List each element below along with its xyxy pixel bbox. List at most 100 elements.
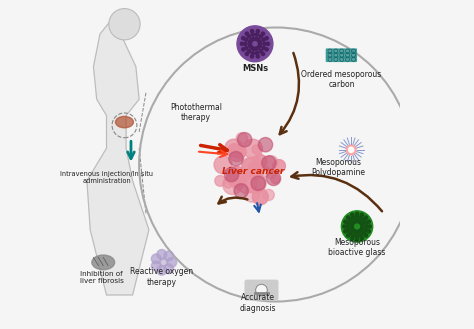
Circle shape: [164, 264, 173, 274]
Circle shape: [341, 211, 373, 242]
Circle shape: [343, 225, 346, 228]
Text: MSNs: MSNs: [242, 64, 268, 73]
Circle shape: [159, 258, 168, 266]
Circle shape: [229, 146, 245, 162]
Circle shape: [348, 147, 354, 152]
Circle shape: [352, 221, 355, 224]
Circle shape: [215, 175, 226, 186]
Text: Reactive oxygen
therapy: Reactive oxygen therapy: [130, 267, 193, 287]
Circle shape: [352, 216, 355, 219]
Circle shape: [236, 133, 247, 144]
Circle shape: [245, 32, 248, 35]
Circle shape: [367, 220, 370, 223]
Circle shape: [251, 51, 255, 55]
Circle shape: [157, 249, 167, 259]
Circle shape: [265, 37, 268, 40]
Circle shape: [157, 266, 167, 275]
Circle shape: [350, 225, 353, 228]
Circle shape: [351, 237, 354, 240]
Text: Ordered mesoporous
carbon: Ordered mesoporous carbon: [301, 70, 382, 89]
Circle shape: [240, 42, 244, 45]
Circle shape: [230, 174, 246, 189]
Circle shape: [266, 42, 270, 45]
Circle shape: [247, 50, 251, 53]
Circle shape: [237, 26, 273, 62]
Circle shape: [344, 220, 347, 223]
Ellipse shape: [92, 255, 115, 270]
Circle shape: [255, 284, 267, 296]
Circle shape: [365, 225, 368, 228]
Circle shape: [214, 156, 232, 174]
Circle shape: [359, 221, 363, 224]
Text: Inhibition of
liver fibrosis: Inhibition of liver fibrosis: [80, 270, 124, 284]
Circle shape: [225, 139, 243, 157]
Circle shape: [350, 223, 354, 226]
Circle shape: [359, 216, 362, 219]
Circle shape: [245, 46, 248, 50]
Circle shape: [361, 227, 364, 230]
Circle shape: [242, 157, 264, 180]
Circle shape: [346, 145, 356, 155]
Circle shape: [167, 258, 177, 267]
Circle shape: [223, 175, 242, 194]
Circle shape: [255, 33, 259, 36]
Circle shape: [349, 218, 352, 221]
Text: Photothermal
therapy: Photothermal therapy: [170, 103, 222, 122]
Circle shape: [248, 42, 251, 45]
Circle shape: [359, 229, 363, 232]
Circle shape: [261, 52, 264, 56]
Circle shape: [264, 156, 278, 169]
FancyBboxPatch shape: [245, 280, 278, 300]
Circle shape: [362, 232, 365, 235]
Circle shape: [259, 35, 263, 38]
Circle shape: [255, 37, 258, 40]
Circle shape: [228, 144, 241, 156]
Circle shape: [356, 219, 359, 223]
Text: Intravenous injection/In situ
administration: Intravenous injection/In situ administra…: [60, 171, 153, 184]
Circle shape: [356, 238, 359, 241]
Circle shape: [164, 251, 173, 261]
Circle shape: [256, 38, 260, 41]
Circle shape: [357, 230, 361, 233]
Circle shape: [248, 165, 256, 173]
Circle shape: [346, 229, 350, 232]
Circle shape: [259, 50, 263, 53]
Circle shape: [361, 225, 364, 228]
Circle shape: [253, 154, 267, 168]
Polygon shape: [87, 18, 149, 295]
Circle shape: [349, 232, 352, 235]
Circle shape: [353, 220, 356, 223]
Circle shape: [244, 42, 247, 45]
Circle shape: [346, 221, 350, 224]
Circle shape: [229, 151, 243, 166]
Circle shape: [242, 48, 245, 51]
Circle shape: [265, 48, 268, 51]
Circle shape: [252, 189, 268, 205]
Circle shape: [352, 234, 355, 237]
Circle shape: [252, 145, 261, 154]
Circle shape: [346, 225, 349, 228]
Circle shape: [258, 166, 269, 177]
Circle shape: [250, 46, 254, 49]
Circle shape: [224, 167, 239, 182]
Circle shape: [258, 42, 262, 45]
Circle shape: [252, 47, 255, 50]
Circle shape: [266, 171, 281, 186]
Circle shape: [353, 230, 356, 233]
Circle shape: [365, 229, 367, 232]
Circle shape: [151, 261, 161, 271]
Circle shape: [271, 175, 280, 184]
FancyBboxPatch shape: [327, 49, 356, 53]
Circle shape: [262, 156, 276, 170]
Circle shape: [356, 230, 359, 234]
Circle shape: [251, 176, 265, 190]
Circle shape: [223, 179, 233, 188]
Text: Liver cancer: Liver cancer: [222, 166, 284, 176]
Circle shape: [247, 35, 251, 38]
Circle shape: [245, 52, 248, 56]
Circle shape: [263, 42, 266, 45]
Circle shape: [262, 46, 265, 50]
Circle shape: [365, 216, 368, 219]
Circle shape: [361, 223, 364, 226]
Circle shape: [262, 38, 265, 41]
